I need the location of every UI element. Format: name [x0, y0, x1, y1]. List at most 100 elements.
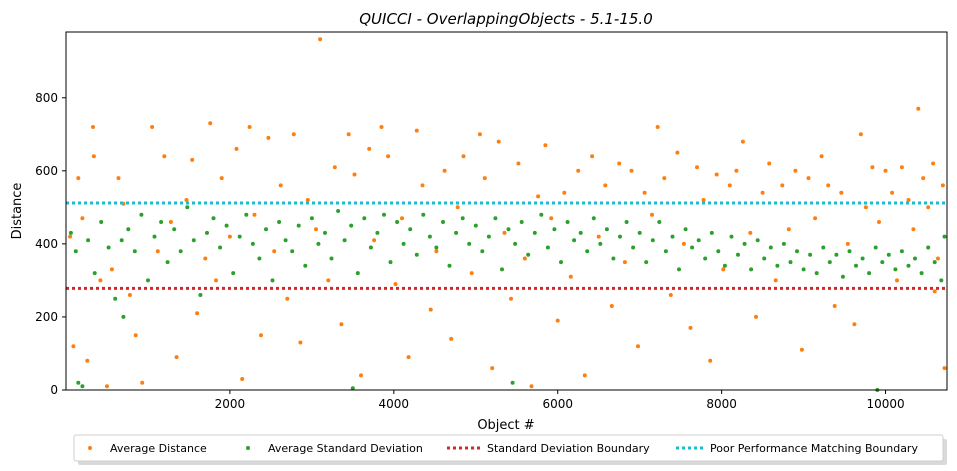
data-point — [309, 216, 314, 221]
data-point — [549, 216, 554, 221]
data-point — [870, 165, 875, 170]
data-point — [510, 380, 515, 385]
data-point — [375, 230, 380, 235]
data-point — [323, 230, 327, 235]
data-point — [860, 256, 865, 261]
data-point — [506, 227, 511, 232]
legend-label-poor-performance: Poor Performance Matching Boundary — [710, 442, 918, 455]
data-point — [677, 267, 681, 272]
data-point — [247, 125, 252, 129]
data-point — [655, 125, 660, 129]
data-point — [834, 252, 839, 257]
data-point — [509, 296, 513, 301]
data-point — [106, 245, 111, 250]
data-point — [716, 249, 721, 254]
data-point — [526, 252, 531, 257]
data-point — [906, 198, 911, 202]
data-point — [536, 194, 541, 199]
data-point — [788, 260, 793, 265]
data-point — [513, 241, 518, 246]
data-point — [352, 172, 357, 177]
data-point — [285, 296, 290, 301]
data-point — [80, 384, 85, 389]
data-point — [264, 227, 268, 232]
data-point — [552, 227, 557, 232]
data-point — [305, 198, 310, 202]
data-point — [754, 314, 758, 319]
data-point — [755, 238, 760, 243]
data-point — [883, 168, 888, 173]
data-point — [781, 241, 786, 246]
x-axis: 2000 4000 6000 8000 10000 — [215, 390, 905, 411]
data-point — [767, 161, 772, 166]
data-point — [318, 37, 323, 42]
data-point — [191, 238, 196, 243]
data-point — [727, 183, 732, 188]
data-point — [845, 241, 850, 246]
data-point — [591, 216, 596, 221]
data-point — [813, 216, 818, 221]
data-point — [362, 216, 367, 221]
data-point — [259, 333, 263, 338]
data-point — [368, 245, 373, 250]
data-point — [467, 241, 472, 246]
data-point — [205, 230, 209, 235]
data-point — [916, 106, 921, 111]
data-point — [760, 190, 765, 195]
data-point — [576, 168, 581, 173]
data-point — [146, 278, 150, 283]
data-point — [522, 256, 527, 261]
data-point — [227, 234, 232, 239]
data-point — [152, 234, 157, 239]
data-point — [382, 212, 386, 217]
data-point — [539, 212, 544, 217]
data-point — [590, 154, 595, 159]
data-point — [388, 260, 393, 265]
data-point — [840, 274, 845, 279]
data-point — [793, 168, 798, 173]
data-point — [165, 260, 170, 265]
legend: Average Distance Average Standard Deviat… — [73, 434, 947, 465]
data-point — [911, 227, 916, 232]
data-point — [277, 220, 282, 224]
y-tick-label: 400 — [35, 237, 58, 251]
data-point — [519, 220, 524, 224]
data-point — [329, 256, 334, 261]
data-point — [582, 373, 587, 378]
data-point — [611, 256, 616, 261]
data-point — [119, 238, 124, 243]
data-point — [683, 227, 688, 232]
data-point — [762, 256, 767, 261]
chart-title: QUICCI - OverlappingObjects - 5.1-15.0 — [359, 10, 653, 28]
data-point — [98, 278, 103, 283]
data-point — [393, 282, 398, 287]
x-tick-label: 8000 — [706, 397, 737, 411]
data-point — [92, 271, 97, 276]
data-point — [198, 293, 203, 297]
data-point — [703, 256, 708, 261]
series-1 — [68, 205, 947, 392]
data-point — [73, 249, 78, 254]
data-point — [480, 249, 485, 254]
data-point — [428, 307, 433, 312]
data-point — [85, 358, 90, 363]
data-point — [496, 139, 501, 144]
data-point — [80, 216, 85, 221]
x-tick-label: 10000 — [866, 397, 904, 411]
data-point — [224, 223, 229, 228]
data-point — [127, 293, 132, 297]
x-tick-label: 2000 — [215, 397, 246, 411]
data-point — [736, 252, 740, 257]
data-point — [826, 183, 831, 188]
data-point — [121, 314, 126, 319]
data-point — [469, 271, 474, 276]
data-point — [140, 380, 145, 385]
data-point — [190, 157, 195, 162]
data-point — [296, 223, 301, 228]
data-point — [86, 238, 91, 243]
data-point — [473, 223, 478, 228]
data-point — [150, 125, 155, 129]
data-point — [636, 344, 640, 349]
data-point — [827, 260, 832, 265]
data-point — [516, 161, 521, 166]
